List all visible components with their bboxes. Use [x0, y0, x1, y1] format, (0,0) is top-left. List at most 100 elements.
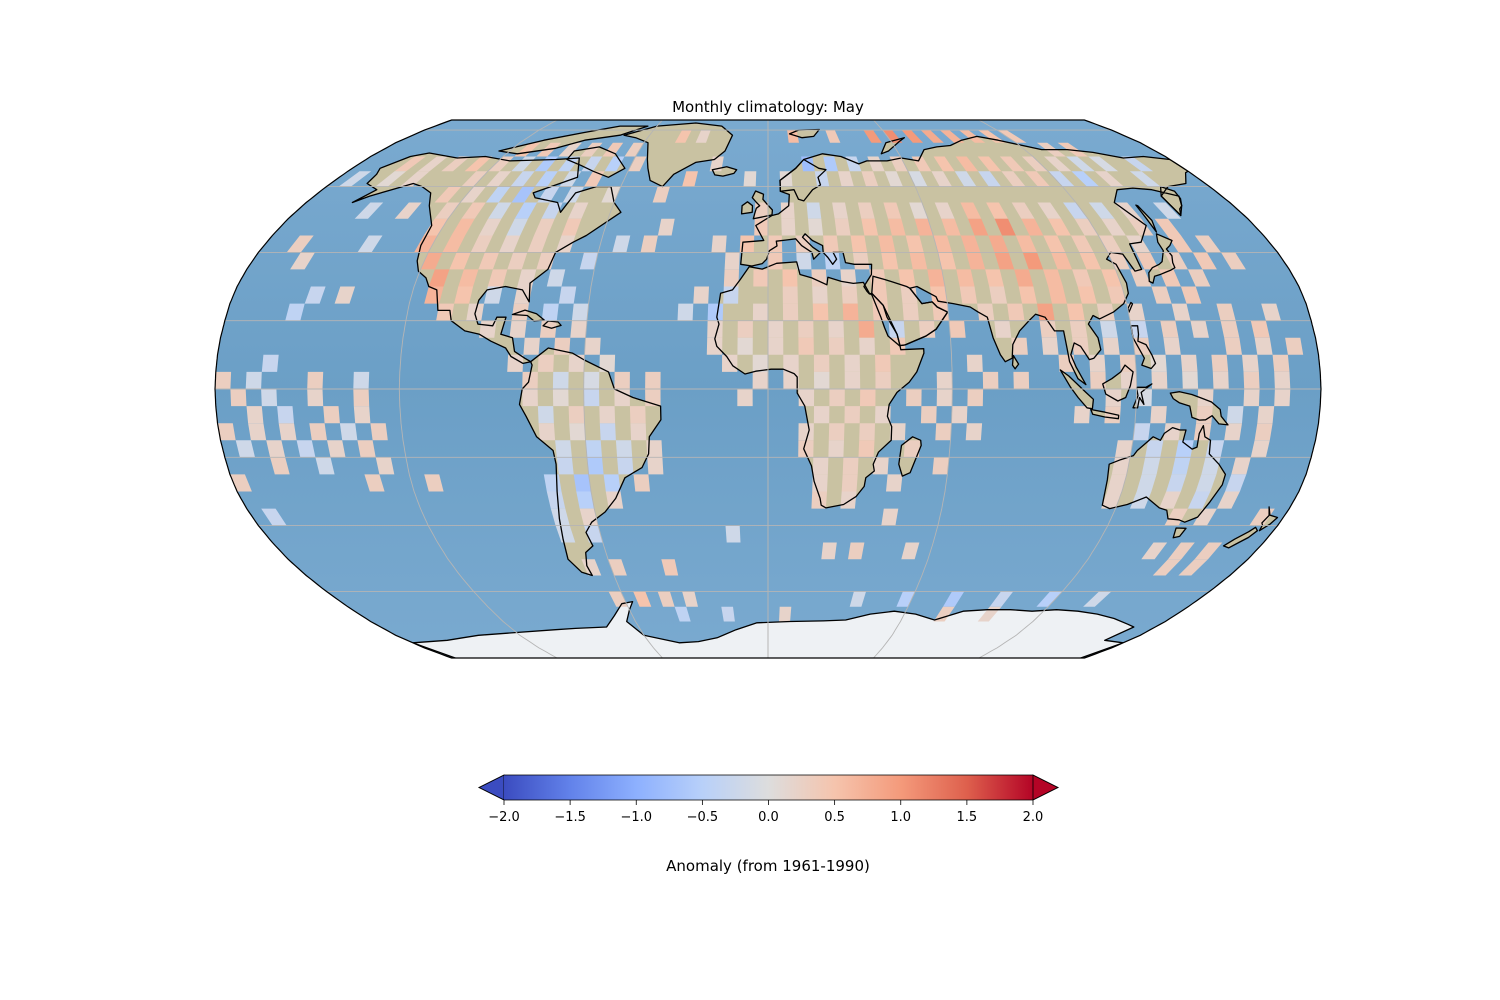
ireland-coastline	[740, 201, 754, 215]
grid-cell	[1159, 491, 1181, 509]
grid-cell	[1249, 508, 1275, 526]
grid-cell	[541, 303, 559, 321]
grid-cell	[217, 423, 236, 441]
grid-cell	[1014, 269, 1034, 287]
grid-cell	[539, 320, 557, 338]
grid-cell	[286, 235, 314, 253]
grid-cell	[902, 303, 919, 321]
grid-cell	[599, 354, 616, 372]
grid-cell	[536, 252, 556, 270]
grid-cell	[1261, 303, 1281, 321]
grid-cell	[1128, 218, 1154, 236]
grid-cell	[1063, 202, 1088, 219]
grid-cell	[782, 269, 798, 287]
madagascar-coastline	[898, 436, 922, 477]
grid-cell	[1141, 457, 1161, 475]
grid-cell	[1136, 252, 1159, 270]
grid-cell	[1107, 252, 1130, 270]
grid-cell	[1212, 371, 1229, 389]
grid-cell	[872, 457, 889, 475]
grid-cell	[510, 171, 535, 187]
grid-cell	[1192, 508, 1217, 526]
grid-cell	[537, 186, 560, 203]
australia-coastline	[1101, 424, 1227, 523]
grid-cell	[779, 606, 792, 622]
grid-cell	[615, 440, 633, 458]
grid-cell	[285, 303, 305, 321]
grid-cell	[1107, 286, 1127, 304]
cuba-coastline	[511, 309, 545, 322]
grid-cell	[612, 235, 631, 253]
colorbar: −2.0 −1.5 −1.0 −0.5 0.0 0.5 1.0 1.5 2.0 Anomaly …	[478, 774, 1059, 875]
meridian-gridline	[398, 120, 558, 658]
grid-cell	[370, 423, 388, 441]
grid-cell	[478, 218, 502, 236]
grid-cell	[711, 235, 727, 253]
grid-cell	[534, 171, 558, 187]
grid-cell	[798, 423, 814, 441]
grid-cell	[844, 354, 860, 372]
grid-cell	[754, 218, 768, 236]
grid-cell	[1013, 371, 1030, 389]
grid-cell	[246, 406, 264, 424]
grid-cell	[1250, 320, 1270, 338]
grid-cell	[424, 286, 444, 304]
grid-cell	[860, 389, 876, 407]
colorbar-label: Anomaly (from 1961-1990)	[666, 857, 870, 875]
grid-cell	[968, 218, 989, 236]
grid-cell	[506, 218, 528, 236]
grid-cell	[798, 337, 814, 355]
colorbar-tick-label: 2.0	[1023, 810, 1044, 825]
colorbar-tick-label: 0.0	[758, 810, 779, 825]
colorbar-ticks: −2.0 −1.5 −1.0 −0.5 0.0 0.5 1.0 1.5 2.0	[488, 800, 1043, 825]
grid-cell	[1159, 269, 1181, 287]
greenland-coastline	[623, 122, 734, 188]
scandinavia-baltic-land	[780, 159, 826, 201]
grid-cell	[1130, 269, 1152, 287]
grid-cell	[1195, 474, 1217, 492]
tasmania-land	[1173, 528, 1186, 538]
grid-cell	[576, 491, 595, 509]
grid-cell	[900, 286, 918, 304]
grid-cell	[420, 252, 443, 270]
grid-cell	[1171, 457, 1191, 475]
grid-cell	[959, 286, 978, 304]
grid-cell	[823, 156, 838, 172]
grid-cell	[1079, 252, 1102, 270]
grid-cell	[541, 202, 563, 219]
grid-cell	[1070, 235, 1094, 253]
grid-cell	[1036, 591, 1063, 607]
grid-cell	[583, 389, 600, 407]
grid-cell	[988, 235, 1009, 253]
grid-cell	[977, 156, 1002, 172]
grid-cell	[451, 218, 475, 236]
grid-cell	[661, 559, 679, 576]
grid-cell	[353, 371, 370, 389]
grid-cell	[1192, 252, 1217, 270]
grid-cell	[901, 130, 924, 143]
grid-cell	[1224, 423, 1242, 441]
africa-coastline	[714, 261, 925, 509]
new-zealand-s-coastline	[1222, 526, 1259, 549]
grid-cell	[781, 218, 796, 236]
grid-cell	[927, 269, 945, 287]
grid-cell	[543, 474, 562, 492]
great-britain-coastline	[751, 190, 774, 220]
grid-cell	[859, 423, 875, 441]
grid-cell	[842, 457, 859, 475]
grid-cell	[277, 406, 294, 424]
grid-cell	[461, 202, 486, 219]
grid-cell	[823, 235, 839, 253]
grid-cell	[624, 142, 644, 157]
grid-cell	[514, 202, 538, 219]
grid-cell	[842, 303, 859, 321]
grid-cell	[743, 171, 757, 187]
grid-cell	[903, 440, 921, 458]
grid-cell	[633, 591, 652, 607]
grid-cell	[278, 423, 297, 441]
grid-cell	[828, 440, 844, 458]
grid-cell	[1182, 371, 1199, 389]
grid-cell	[417, 156, 448, 172]
grid-cell	[552, 389, 569, 407]
novaya-zemlya-coastline	[880, 137, 905, 155]
